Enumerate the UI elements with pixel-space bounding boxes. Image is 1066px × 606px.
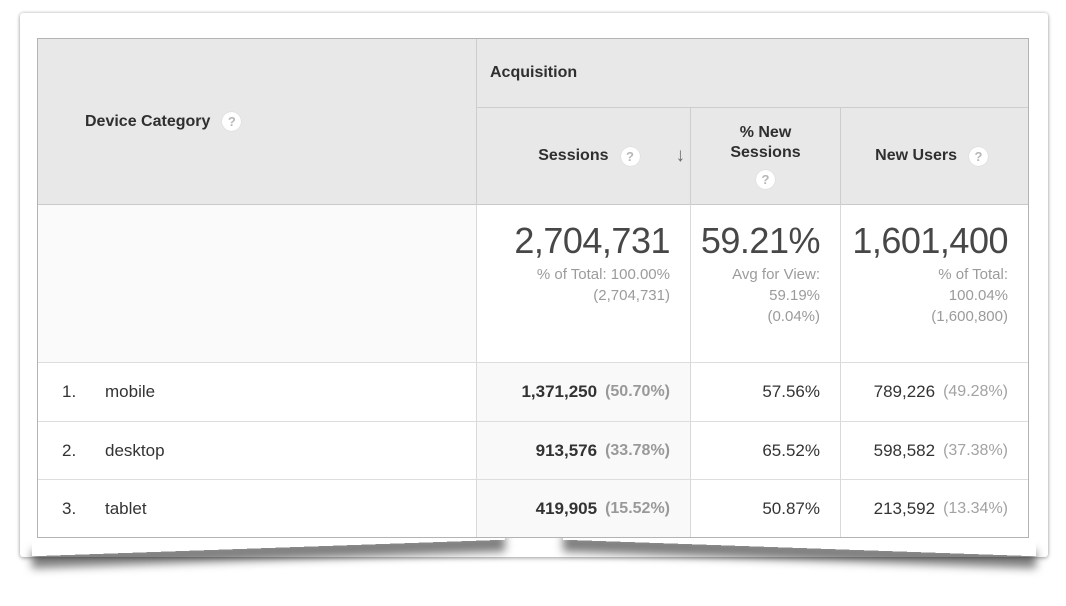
new-users-note-1: % of Total: <box>938 266 1008 283</box>
sessions-value: 419,905 <box>535 498 598 518</box>
column-header-sessions[interactable]: Sessions ? ↓ <box>476 108 690 204</box>
sessions-percent: (50.70%) <box>605 383 670 400</box>
sessions-cell: 419,905 (15.52%) <box>476 479 690 537</box>
new-users-percent: (37.38%) <box>943 441 1008 459</box>
help-icon[interactable]: ? <box>756 170 775 189</box>
sessions-percent: (15.52%) <box>605 499 670 517</box>
sessions-value: 913,576 <box>535 440 598 460</box>
new-users-value: 598,582 <box>873 440 936 460</box>
new-users-value: 789,226 <box>873 382 936 401</box>
new-users-percent: (13.34%) <box>943 499 1008 517</box>
column-header-new-users[interactable]: New Users ? <box>840 108 1028 204</box>
group-header-acquisition: Acquisition <box>476 39 1028 108</box>
sessions-total: 2,704,731 <box>514 220 670 261</box>
sort-descending-icon: ↓ <box>675 145 686 166</box>
new-users-percent: (49.28%) <box>943 383 1008 400</box>
new-users-cell: 213,592 (13.34%) <box>840 479 1028 537</box>
new-users-note-2: 100.04% <box>948 287 1008 304</box>
help-icon[interactable]: ? <box>222 112 242 131</box>
row-rank: 1. <box>62 382 77 401</box>
sessions-cell: 1,371,250 (50.70%) <box>476 362 690 421</box>
table-row-device-mobile: 1. mobile <box>38 362 476 421</box>
row-rank: 3. <box>62 498 77 518</box>
new-users-value: 213,592 <box>873 498 936 518</box>
column-header-device-category[interactable]: Device Category ? <box>38 39 476 204</box>
new-sessions-note-1: Avg for View: <box>732 266 820 283</box>
new-users-total: 1,601,400 <box>852 220 1008 261</box>
device-label: mobile <box>105 382 156 401</box>
summary-sessions-cell: 2,704,731 % of Total: 100.00% (2,704,731… <box>476 204 690 362</box>
sessions-value: 1,371,250 <box>521 382 598 401</box>
help-icon[interactable]: ? <box>969 146 988 166</box>
new-sessions-value: 65.52% <box>762 440 820 460</box>
new-sessions-note-3: (0.04%) <box>767 308 820 325</box>
new-users-cell: 598,582 (37.38%) <box>840 421 1028 479</box>
screenshot-card: Device Category ? Acquisition Sessions ?… <box>20 13 1048 557</box>
summary-dimension-cell <box>38 204 476 362</box>
summary-new-users-cell: 1,601,400 % of Total: 100.04% (1,600,800… <box>840 204 1028 362</box>
table-row-device-desktop: 2. desktop <box>38 421 476 479</box>
percent-new-sessions-label: % New Sessions <box>730 124 801 161</box>
summary-new-sessions-cell: 59.21% Avg for View: 59.19% (0.04%) <box>690 204 840 362</box>
new-users-note-3: (1,600,800) <box>931 308 1008 325</box>
sessions-label: Sessions <box>538 147 609 164</box>
table-row-device-tablet: 3. tablet <box>38 479 476 537</box>
column-header-percent-new-sessions[interactable]: % New Sessions ? <box>690 108 840 204</box>
new-users-cell: 789,226 (49.28%) <box>840 362 1028 421</box>
new-sessions-value: 50.87% <box>762 498 820 518</box>
new-sessions-cell: 57.56% <box>690 362 840 421</box>
new-sessions-cell: 65.52% <box>690 421 840 479</box>
sessions-total-note-2: (2,704,731) <box>593 287 670 304</box>
new-sessions-note-2: 59.19% <box>769 287 820 304</box>
new-sessions-value: 57.56% <box>762 382 820 401</box>
sessions-cell: 913,576 (33.78%) <box>476 421 690 479</box>
acquisition-label: Acquisition <box>490 64 578 81</box>
sessions-percent: (33.78%) <box>605 441 670 459</box>
device-label: desktop <box>105 440 165 460</box>
sessions-total-note-1: % of Total: 100.00% <box>536 266 670 283</box>
device-category-label: Device Category <box>85 112 211 130</box>
analytics-table: Device Category ? Acquisition Sessions ?… <box>37 38 1029 538</box>
device-label: tablet <box>105 498 147 518</box>
new-sessions-average: 59.21% <box>700 220 821 261</box>
new-users-label: New Users <box>875 147 957 164</box>
help-icon[interactable]: ? <box>620 146 640 166</box>
new-sessions-cell: 50.87% <box>690 479 840 537</box>
row-rank: 2. <box>62 440 77 460</box>
